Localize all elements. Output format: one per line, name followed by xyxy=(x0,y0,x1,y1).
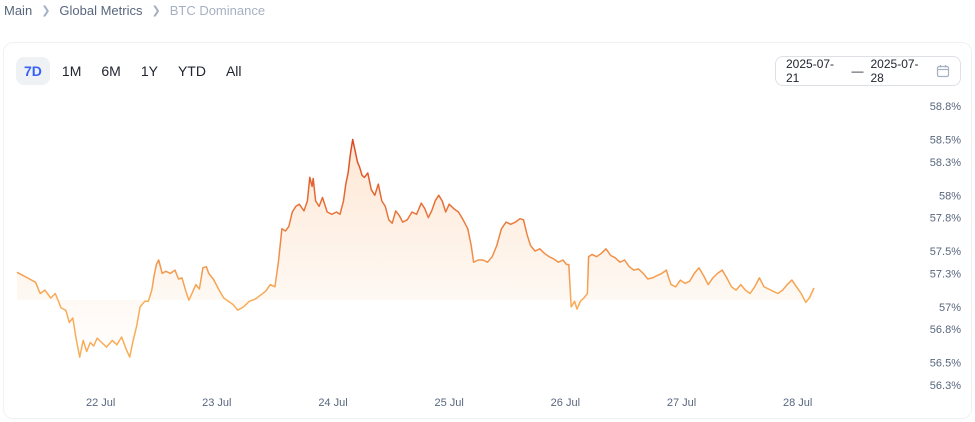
x-tick-label: 26 Jul xyxy=(551,397,580,409)
range-tab-7d[interactable]: 7D xyxy=(16,57,50,85)
date-range-start: 2025-07-21 xyxy=(786,57,835,85)
range-tab-1m[interactable]: 1M xyxy=(54,57,89,85)
x-tick-label: 22 Jul xyxy=(86,397,115,409)
chevron-right-icon: ❯ xyxy=(151,4,161,17)
range-tabs: 7D 1M 6M 1Y YTD All xyxy=(16,57,250,85)
y-tick-label: 57.3% xyxy=(930,268,961,280)
x-tick-label: 28 Jul xyxy=(783,397,812,409)
chart-card: 7D 1M 6M 1Y YTD All 2025-07-21 — 2025-07… xyxy=(3,42,972,419)
x-tick-label: 27 Jul xyxy=(667,397,696,409)
dominance-line[interactable] xyxy=(16,138,815,358)
y-tick-label: 57.5% xyxy=(930,246,961,258)
range-tab-all[interactable]: All xyxy=(218,57,250,85)
date-range-end: 2025-07-28 xyxy=(870,57,919,85)
y-tick-label: 57.8% xyxy=(930,213,961,225)
breadcrumb: Main ❯ Global Metrics ❯ BTC Dominance xyxy=(4,2,265,18)
x-tick-label: 25 Jul xyxy=(434,397,463,409)
x-tick-label: 24 Jul xyxy=(318,397,347,409)
range-tab-6m[interactable]: 6M xyxy=(93,57,128,85)
y-tick-label: 58.3% xyxy=(930,157,961,169)
y-tick-label: 56.5% xyxy=(930,358,961,370)
breadcrumb-current: BTC Dominance xyxy=(169,2,266,18)
y-tick-label: 56.3% xyxy=(930,380,961,392)
date-range-separator: — xyxy=(851,64,864,78)
y-tick-label: 58% xyxy=(939,190,961,202)
calendar-icon[interactable] xyxy=(936,64,950,78)
y-tick-label: 57% xyxy=(939,302,961,314)
date-range-picker[interactable]: 2025-07-21 — 2025-07-28 xyxy=(775,56,961,86)
breadcrumb-item-global-metrics[interactable]: Global Metrics xyxy=(59,2,143,18)
y-tick-label: 58.8% xyxy=(930,101,961,113)
chevron-right-icon: ❯ xyxy=(41,4,51,17)
range-tab-1y[interactable]: 1Y xyxy=(133,57,166,85)
breadcrumb-item-main[interactable]: Main xyxy=(4,2,33,18)
x-tick-label: 23 Jul xyxy=(202,397,231,409)
y-tick-label: 58.5% xyxy=(930,134,961,146)
y-tick-label: 56.8% xyxy=(930,324,961,336)
dominance-area xyxy=(17,139,814,358)
range-tab-ytd[interactable]: YTD xyxy=(170,57,214,85)
